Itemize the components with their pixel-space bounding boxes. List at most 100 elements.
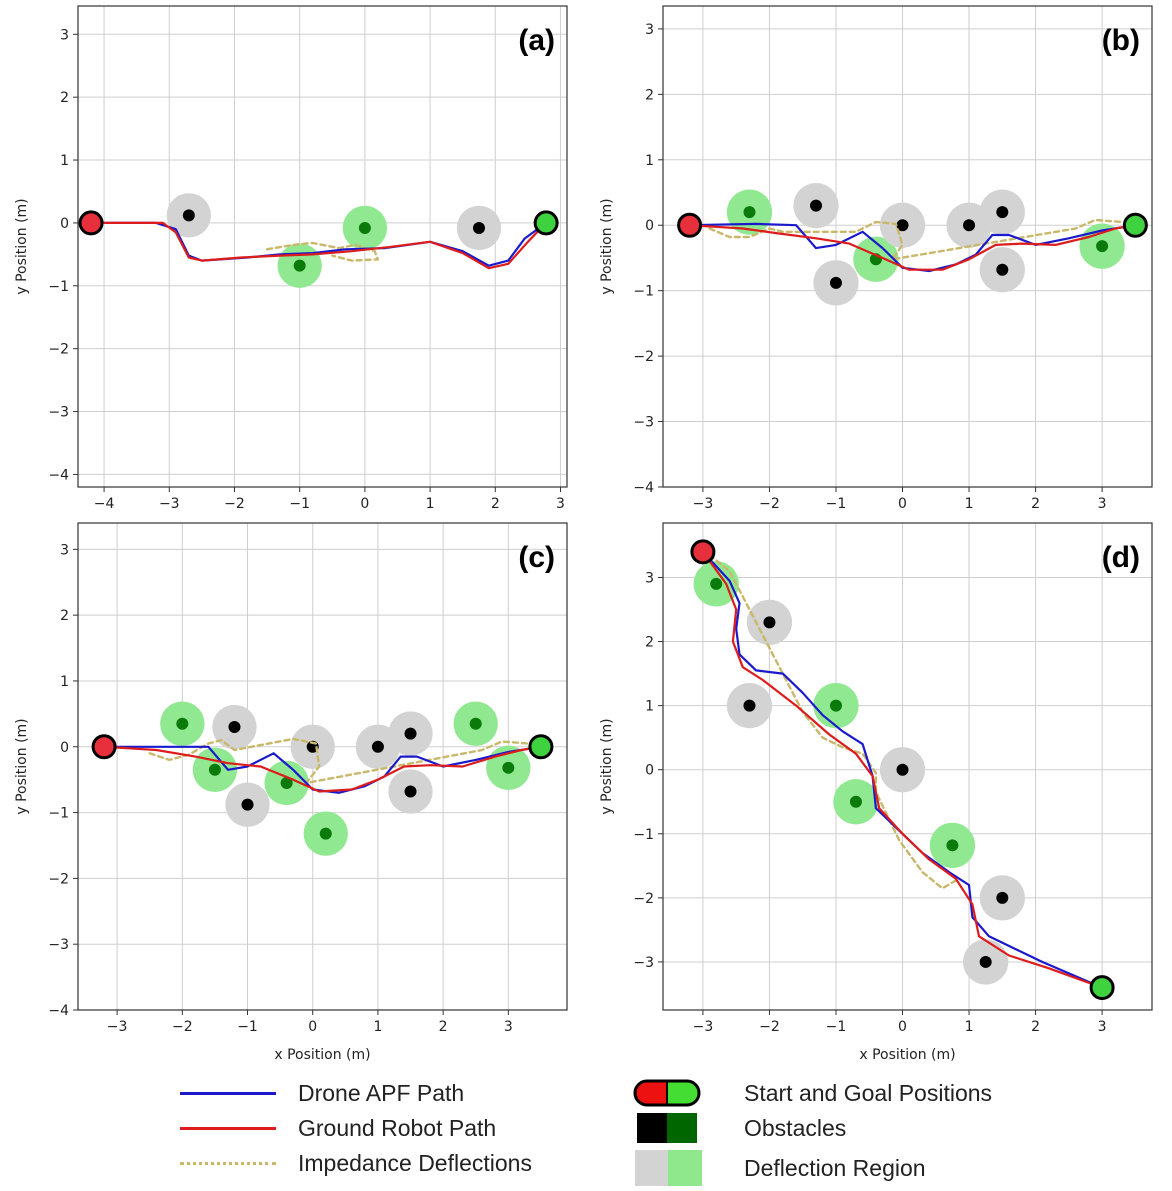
- x-tick-label: 1: [426, 496, 435, 512]
- start-marker: [690, 539, 716, 565]
- obstacle-dynamic: [469, 717, 482, 730]
- obstacle-static: [472, 221, 485, 234]
- y-tick-label: 1: [645, 699, 654, 715]
- y-tick-label: 3: [60, 27, 69, 43]
- x-tick-label: 3: [1098, 496, 1107, 512]
- obstacle-dynamic: [946, 839, 959, 852]
- y-tick-label: −1: [48, 806, 69, 822]
- obstacle-static: [743, 699, 756, 712]
- y-tick-label: −3: [48, 937, 69, 953]
- obstacle-static: [404, 727, 417, 740]
- y-tick-label: −3: [48, 405, 69, 421]
- plot-content: [677, 182, 1148, 306]
- x-tick-label: −1: [289, 496, 310, 512]
- obstacle-static: [228, 721, 241, 734]
- start-marker: [91, 734, 117, 760]
- obstacle-dynamic: [743, 206, 756, 219]
- y-tick-label: 2: [645, 87, 654, 103]
- legend-label-start-goal: Start and Goal Positions: [744, 1079, 993, 1106]
- obstacle-static: [371, 740, 384, 753]
- legend-item-start-goal: Start and Goal Positions: [632, 1078, 992, 1108]
- obstacle-static: [896, 219, 909, 232]
- obstacle-dynamic: [280, 776, 293, 789]
- goal-marker: [1122, 212, 1148, 238]
- legend-swatch-ground-path: [180, 1127, 276, 1130]
- x-tick-label: 0: [360, 496, 369, 512]
- obstacle-static: [829, 276, 842, 289]
- obstacle-static: [241, 798, 254, 811]
- goal-marker: [528, 734, 554, 760]
- x-tick-label: −1: [826, 1019, 847, 1035]
- series-drone-apf-path: [701, 550, 1104, 989]
- plot-content: [78, 193, 559, 288]
- y-axis-label: y Position (m): [14, 718, 30, 814]
- goal-marker: [533, 210, 559, 236]
- obstacle-static: [979, 955, 992, 968]
- y-tick-label: −1: [633, 284, 654, 300]
- y-tick-label: 1: [60, 674, 69, 690]
- obstacle-dynamic: [1096, 240, 1109, 253]
- y-tick-label: 3: [60, 542, 69, 558]
- legend-label-deflections: Impedance Deflections: [298, 1149, 532, 1176]
- obstacle-static: [404, 785, 417, 798]
- start-marker: [78, 210, 104, 236]
- panel-label: (c): [518, 541, 555, 574]
- y-tick-label: 2: [645, 635, 654, 651]
- chart-panel-d: −3 −2 −1 0 1 2 3 −3 −2 −1 0 1 2 3 y Position (m) x Posi…: [599, 522, 1153, 1063]
- legend-item-deflections: Impedance Deflections: [180, 1148, 532, 1178]
- chart-panel-c: −3 −2 −1 0 1 2 3 −4 −3 −2 −1 0 1 2 3 y Position (m) x Po…: [14, 522, 568, 1063]
- y-tick-label: −4: [48, 467, 69, 483]
- series-ground-robot-path: [701, 550, 1104, 989]
- y-tick-label: 2: [60, 90, 69, 106]
- y-tick-label: 0: [60, 740, 69, 756]
- obstacle-dynamic: [176, 717, 189, 730]
- plot-content: [91, 701, 554, 856]
- y-tick-label: 0: [645, 218, 654, 234]
- legend-swatch-drone-path: [180, 1092, 276, 1095]
- y-tick-label: −1: [48, 279, 69, 295]
- obstacle-static: [963, 219, 976, 232]
- obstacle-dynamic: [358, 221, 371, 234]
- x-tick-label: 1: [965, 1019, 974, 1035]
- y-tick-label: −3: [633, 955, 654, 971]
- panel-label: (a): [518, 24, 555, 57]
- y-tick-label: 0: [60, 216, 69, 232]
- x-tick-label: −2: [759, 496, 780, 512]
- obstacle-dynamic: [208, 763, 221, 776]
- y-tick-label: 2: [60, 608, 69, 624]
- y-tick-label: −1: [633, 827, 654, 843]
- plot-frame: [77, 5, 568, 488]
- legend-swatch-obstacle-static: [637, 1113, 667, 1143]
- panel-label: (b): [1102, 24, 1140, 57]
- x-tick-label: −3: [693, 1019, 714, 1035]
- series-ground-robot-path: [89, 221, 548, 270]
- x-tick-label: 2: [491, 496, 500, 512]
- x-tick-label: 1: [965, 496, 974, 512]
- legend-label-regions: Deflection Region: [744, 1154, 926, 1181]
- obstacle-dynamic: [502, 761, 515, 774]
- plot-content: [690, 539, 1115, 1001]
- x-tick-label: −4: [94, 496, 115, 512]
- x-tick-label: −1: [826, 496, 847, 512]
- plot-frame: [662, 5, 1153, 488]
- x-tick-label: −2: [224, 496, 245, 512]
- chart-panel-a: −4 −3 −2 −1 0 1 2 3 −4 −3 −2 −1 0 1 2 3 y Position (m) (a…: [14, 5, 568, 512]
- plot-frame: [77, 522, 568, 1011]
- obstacle-dynamic: [319, 827, 332, 840]
- legend-label-obstacles: Obstacles: [744, 1114, 847, 1141]
- x-tick-label: 0: [308, 1019, 317, 1035]
- legend-item-drone-path: Drone APF Path: [180, 1078, 464, 1108]
- series-ground-robot-path: [103, 745, 542, 793]
- x-tick-label: 3: [1098, 1019, 1107, 1035]
- goal-marker: [1089, 975, 1115, 1001]
- obstacle-static: [996, 206, 1009, 219]
- figure: −4 −3 −2 −1 0 1 2 3 −4 −3 −2 −1 0 1 2 3 y Position (m) (a…: [14, 5, 1153, 1063]
- x-axis-label: x Position (m): [859, 1047, 955, 1063]
- legend-item-obstacles: Obstacles: [637, 1113, 846, 1143]
- legend: Drone APF Path Ground Robot Path Impedan…: [0, 1072, 1172, 1191]
- series-ground-robot-path: [688, 224, 1137, 271]
- x-axis-label: x Position (m): [274, 1047, 370, 1063]
- y-axis-label: y Position (m): [14, 198, 30, 294]
- legend-label-drone-path: Drone APF Path: [298, 1079, 465, 1106]
- y-tick-label: 0: [645, 763, 654, 779]
